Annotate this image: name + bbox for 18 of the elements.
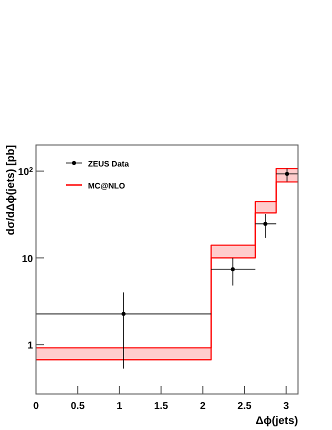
point bbox=[230, 267, 235, 272]
x-tick-label: 1.5 bbox=[154, 401, 168, 412]
point bbox=[285, 172, 290, 176]
x-tick-label: 2 bbox=[200, 401, 206, 412]
y-tick-label: 1 bbox=[27, 340, 34, 352]
y-tick-label: 10$^{2}$ bbox=[18, 166, 34, 178]
point bbox=[122, 312, 126, 316]
x-tick-label: 3 bbox=[283, 401, 290, 412]
y-tick-label: 10 bbox=[22, 254, 34, 265]
x-tick-label: 0.5 bbox=[70, 401, 86, 412]
x-tick-label: 1 bbox=[116, 401, 123, 412]
legend-label: ZEUS Data bbox=[88, 160, 130, 168]
x-axis-title: Δϕ(jets) bbox=[256, 415, 298, 427]
x-tick-label: 2.5 bbox=[238, 401, 252, 412]
x-tick-label: 0 bbox=[33, 401, 40, 412]
point bbox=[263, 222, 268, 226]
legend-label: MC@NLO bbox=[88, 182, 126, 190]
y-axis-title: dσ/dΔϕ(jets) [pb] bbox=[5, 144, 17, 236]
